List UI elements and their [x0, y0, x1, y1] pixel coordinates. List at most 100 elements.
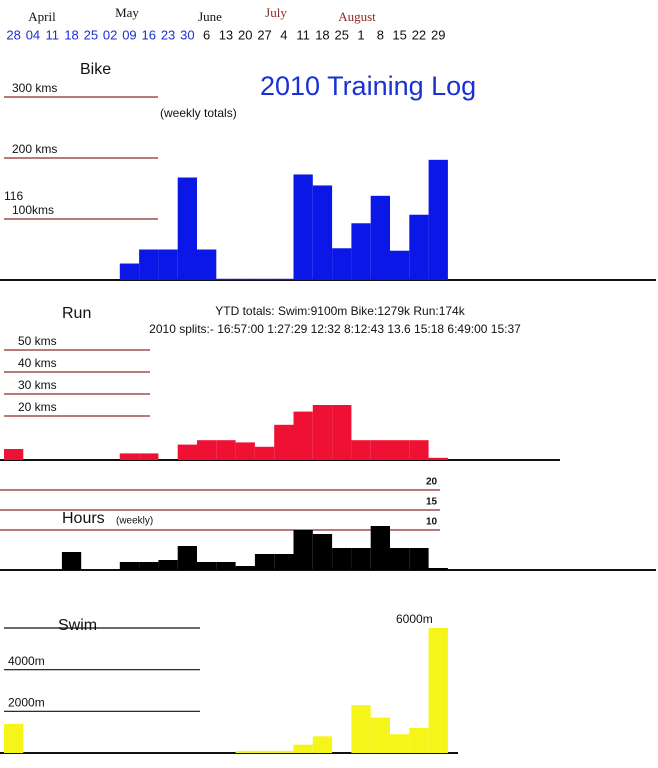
bar	[119, 453, 140, 460]
month-label: August	[338, 9, 376, 24]
bar	[119, 562, 140, 570]
bar	[351, 705, 371, 753]
ytd-totals: YTD totals: Swim:9100m Bike:1279k Run:17…	[215, 304, 465, 318]
bar	[274, 750, 294, 753]
bar	[235, 566, 255, 570]
y-tick-label: 6000m	[396, 612, 433, 626]
y-tick-label: 10	[426, 517, 438, 528]
bar	[390, 440, 410, 460]
bar	[312, 736, 333, 753]
y-tick-label: 100kms	[12, 203, 54, 217]
bar	[370, 526, 390, 570]
bar	[254, 750, 275, 753]
bar	[390, 548, 410, 570]
week-label: 04	[26, 27, 40, 42]
bar	[235, 750, 255, 753]
month-label: April	[28, 9, 56, 24]
bar	[332, 248, 352, 280]
y-tick-label: 50 kms	[18, 334, 57, 348]
y-tick-label: 4000m	[8, 654, 45, 668]
bar	[216, 278, 236, 280]
month-label: July	[265, 5, 287, 20]
bar	[293, 174, 313, 280]
week-label: 02	[103, 27, 117, 42]
bar	[158, 249, 178, 280]
bar	[409, 728, 429, 753]
week-label: 29	[431, 27, 445, 42]
bar	[139, 249, 159, 280]
bar	[119, 263, 140, 280]
week-label: 30	[180, 27, 194, 42]
page-subtitle: (weekly totals)	[160, 106, 237, 120]
bar	[293, 530, 313, 570]
chart-title: Bike	[80, 61, 111, 78]
bar	[235, 442, 255, 460]
bar	[428, 159, 448, 280]
week-label: 25	[84, 27, 98, 42]
chart-title: Hours	[62, 510, 105, 527]
bar	[177, 444, 197, 460]
week-label: 4	[280, 27, 287, 42]
month-label: May	[115, 5, 139, 20]
chart-title: Run	[62, 305, 91, 322]
bar	[274, 278, 294, 280]
splits: 2010 splits:- 16:57:00 1:27:29 12:32 8:1…	[149, 322, 521, 336]
bar	[235, 278, 255, 280]
annotation: 116	[4, 189, 23, 203]
y-tick-label: 300 kms	[12, 81, 57, 95]
bar	[254, 278, 275, 280]
week-label: 18	[315, 27, 329, 42]
bar	[370, 195, 390, 280]
page-title: 2010 Training Log	[260, 71, 476, 101]
bar	[216, 562, 236, 570]
chart-title: Swim	[58, 617, 97, 634]
y-tick-label: 20 kms	[18, 400, 57, 414]
week-label: 11	[46, 27, 60, 42]
bar	[293, 744, 313, 753]
bar	[274, 424, 294, 460]
bar	[254, 554, 275, 570]
week-label: 23	[161, 27, 175, 42]
y-tick-label: 200 kms	[12, 142, 57, 156]
y-tick-label: 30 kms	[18, 378, 57, 392]
bar	[312, 405, 333, 460]
bar	[158, 560, 178, 570]
bar	[390, 250, 410, 280]
bar	[139, 453, 159, 460]
y-tick-label: 40 kms	[18, 356, 57, 370]
bar	[254, 446, 275, 460]
week-label: 16	[142, 27, 156, 42]
week-label: 20	[238, 27, 252, 42]
bar	[428, 457, 448, 460]
bar	[274, 554, 294, 570]
bar	[312, 534, 333, 570]
bar	[312, 185, 333, 280]
bar	[428, 628, 448, 753]
bar	[370, 717, 390, 753]
bar	[409, 214, 429, 280]
week-label: 18	[64, 27, 78, 42]
bar	[216, 440, 236, 460]
bar	[139, 562, 159, 570]
y-tick-label: 20	[426, 477, 438, 488]
bar	[61, 552, 82, 570]
bar	[390, 734, 410, 753]
bar	[177, 177, 197, 280]
bar	[332, 548, 352, 570]
bar	[4, 723, 24, 753]
chart-subtitle: (weekly)	[116, 516, 153, 527]
bar	[351, 548, 371, 570]
bar	[197, 249, 217, 280]
week-label: 13	[219, 27, 233, 42]
bar	[409, 440, 429, 460]
bar	[409, 548, 429, 570]
bar	[428, 568, 448, 570]
bar	[4, 449, 24, 460]
week-label: 22	[412, 27, 426, 42]
week-label: 28	[6, 27, 20, 42]
bar	[332, 405, 352, 460]
bar	[351, 440, 371, 460]
week-label: 25	[335, 27, 349, 42]
bar	[197, 440, 217, 460]
